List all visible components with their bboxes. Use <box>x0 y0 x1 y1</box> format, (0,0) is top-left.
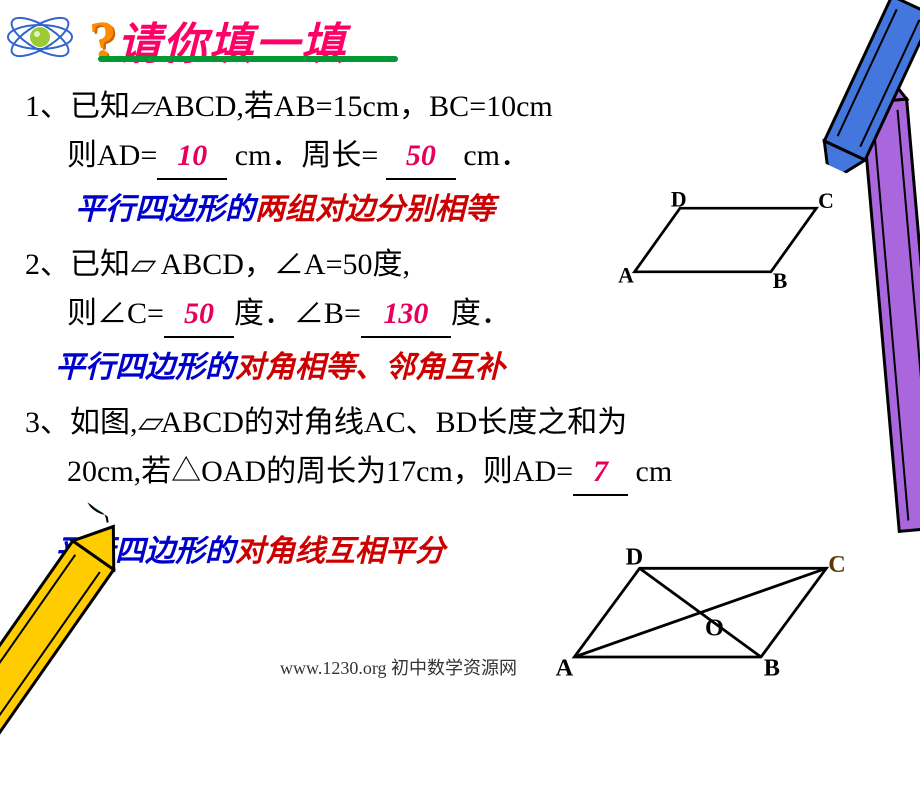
q2-explain-red: 对角相等、邻角互补 <box>235 351 505 384</box>
q3-text-b: ABCD的对角线AC、BD长度之和为 <box>161 406 628 439</box>
title-underline <box>98 56 398 62</box>
q3-text-c: 20cm,若△OAD的周长为17cm，则AD= <box>67 455 573 488</box>
q1-mid: cm．周长= <box>235 139 379 172</box>
q1-explain-red: 两组对边分别相等 <box>255 193 495 226</box>
q3-explain-red: 对角线互相平分 <box>235 535 445 568</box>
q3-line2: 20cm,若△OAD的周长为17cm，则AD= 7 cm <box>67 449 895 496</box>
label-A2: A <box>556 655 574 682</box>
q1-line1: 1、已知▱ABCD,若AB=15cm，BC=10cm <box>25 84 895 129</box>
q2-explain: 平行四边形的对角相等、邻角互补 <box>55 342 895 386</box>
atom-icon <box>5 10 75 65</box>
q1-explain-blue: 平行四边形的 <box>75 193 255 226</box>
label-O: O <box>705 615 724 642</box>
label-D: D <box>671 190 687 211</box>
footer-text: www.1230.org 初中数学资源网 <box>280 654 517 680</box>
q2-c-label: 则∠C= <box>67 297 164 330</box>
parallelogram-diagram-1: D C A B <box>615 190 845 290</box>
q1-end: cm． <box>463 139 530 172</box>
label-C2: C <box>828 551 846 578</box>
label-C: C <box>818 190 834 213</box>
q2-answer-b: 130 <box>383 297 428 330</box>
q2-line2: 则∠C= 50 度．∠B= 130 度． <box>67 291 895 338</box>
q1-answer-ad: 10 <box>177 139 207 172</box>
q2-text-b: ABCD，∠A=50度, <box>153 248 410 281</box>
label-B2: B <box>764 655 780 682</box>
page-title: 请你填一填 <box>117 8 347 72</box>
q2-explain-blue: 平行四边形的 <box>55 351 235 384</box>
q2-text: 2、已知 <box>25 248 130 281</box>
q3-line1: 3、如图,▱ABCD的对角线AC、BD长度之和为 <box>25 400 895 445</box>
q2-end: 度． <box>451 297 511 330</box>
label-A: A <box>618 264 634 288</box>
q2-answer-c: 50 <box>184 297 214 330</box>
q3-answer-ad: 7 <box>593 455 608 488</box>
q3-end: cm <box>636 455 673 488</box>
question-mark-icon: ? <box>87 8 119 72</box>
label-D2: D <box>626 545 644 571</box>
q1-text-b: ABCD,若AB=15cm，BC=10cm <box>153 90 553 123</box>
q1-text: 1、已知 <box>25 90 130 123</box>
content-area: 1、已知▱ABCD,若AB=15cm，BC=10cm 则AD= 10 cm．周长=… <box>25 80 895 584</box>
q1-ad-label: 则AD= <box>67 139 157 172</box>
q1-answer-perim: 50 <box>406 139 436 172</box>
q2-mid: 度．∠B= <box>234 297 361 330</box>
q1-line2: 则AD= 10 cm．周长= 50 cm． <box>67 133 895 180</box>
q3-text: 3、如图, <box>25 406 138 439</box>
parallelogram-diagram-2: D C A B O <box>550 545 860 685</box>
label-B: B <box>773 269 788 290</box>
